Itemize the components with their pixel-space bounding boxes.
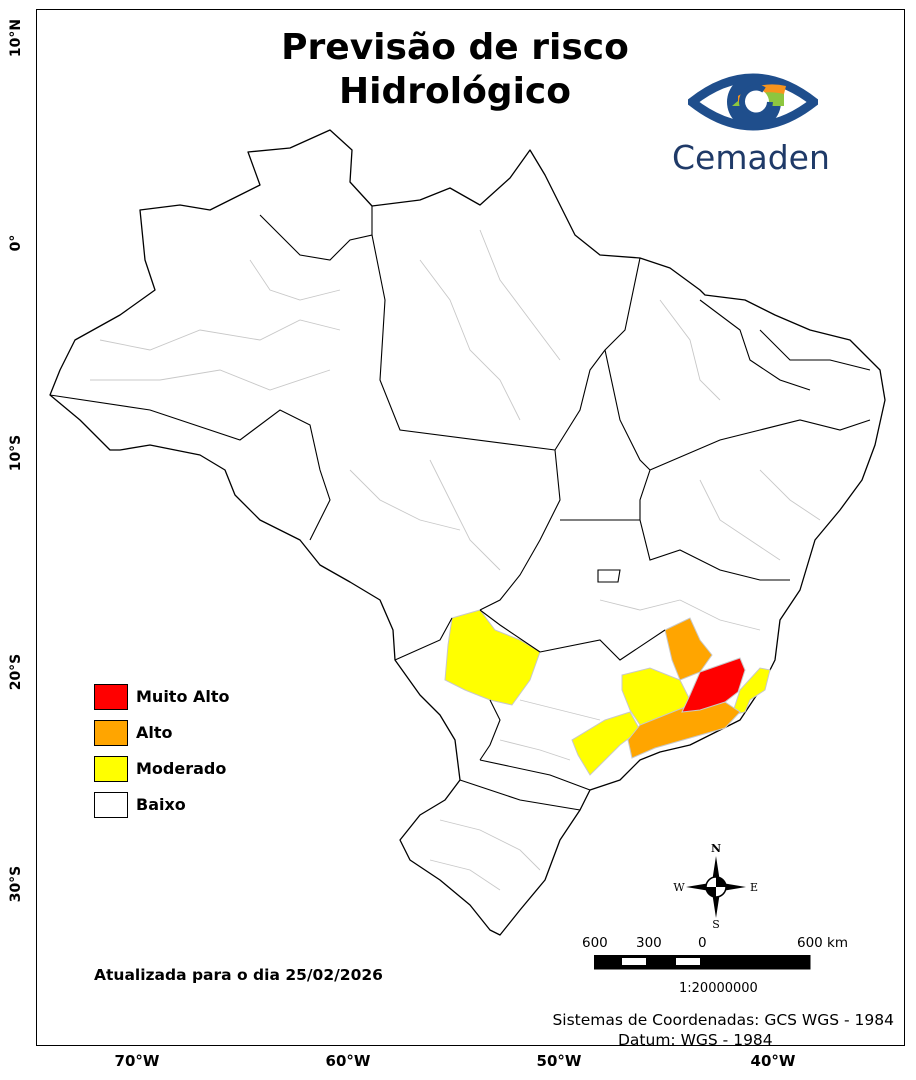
legend-label: Muito Alto: [136, 687, 230, 706]
datum: Datum: WGS - 1984: [618, 1031, 773, 1049]
compass-rose-icon: N S E W: [673, 842, 758, 931]
legend-swatch-baixo: [94, 792, 128, 818]
legend-label: Baixo: [136, 795, 186, 814]
scale-ratio: 1:20000000: [679, 981, 758, 996]
compass-w: W: [673, 881, 685, 894]
legend-label: Alto: [136, 723, 173, 742]
legend-item-muito-alto: Muito Alto: [94, 684, 230, 720]
region-muito-alto: [681, 657, 746, 713]
legend: Muito Alto Alto Moderado Baixo: [94, 684, 230, 828]
region-moderado-sp: [571, 667, 771, 776]
lon-label-40w: 40°W: [750, 1052, 796, 1070]
legend-swatch-muito-alto: [94, 684, 128, 710]
update-date: Atualizada para o dia 25/02/2026: [94, 966, 383, 984]
legend-label: Moderado: [136, 759, 227, 778]
legend-swatch-moderado: [94, 756, 128, 782]
legend-item-moderado: Moderado: [94, 756, 230, 792]
map-title-line1: Previsão de risco: [281, 27, 629, 68]
compass-n: N: [711, 842, 721, 855]
map-title-line2: Hidrológico: [339, 71, 571, 112]
legend-item-alto: Alto: [94, 720, 230, 756]
municipal-borders: [90, 229, 821, 891]
state-borders: [49, 206, 871, 811]
logo-text: Cemaden: [672, 138, 830, 177]
region-moderado-ms: [444, 609, 541, 706]
lon-label-50w: 50°W: [536, 1052, 582, 1070]
lon-label-70w: 70°W: [114, 1052, 160, 1070]
coordinate-system: Sistemas de Coordenadas: GCS WGS - 1984: [552, 1011, 894, 1029]
legend-swatch-alto: [94, 720, 128, 746]
scale-tick-300: 300: [636, 935, 662, 951]
scale-tick-600km: 600 km: [797, 935, 849, 951]
scale-bar: [594, 955, 811, 970]
compass-s: S: [712, 918, 720, 931]
cemaden-logo-icon: [688, 73, 818, 131]
lon-label-60w: 60°W: [325, 1052, 371, 1070]
scale-tick-0: 0: [698, 935, 707, 951]
map-frame: [36, 9, 905, 1046]
scale-tick-600: 600: [582, 935, 608, 951]
compass-e: E: [750, 881, 758, 894]
legend-item-baixo: Baixo: [94, 792, 230, 828]
